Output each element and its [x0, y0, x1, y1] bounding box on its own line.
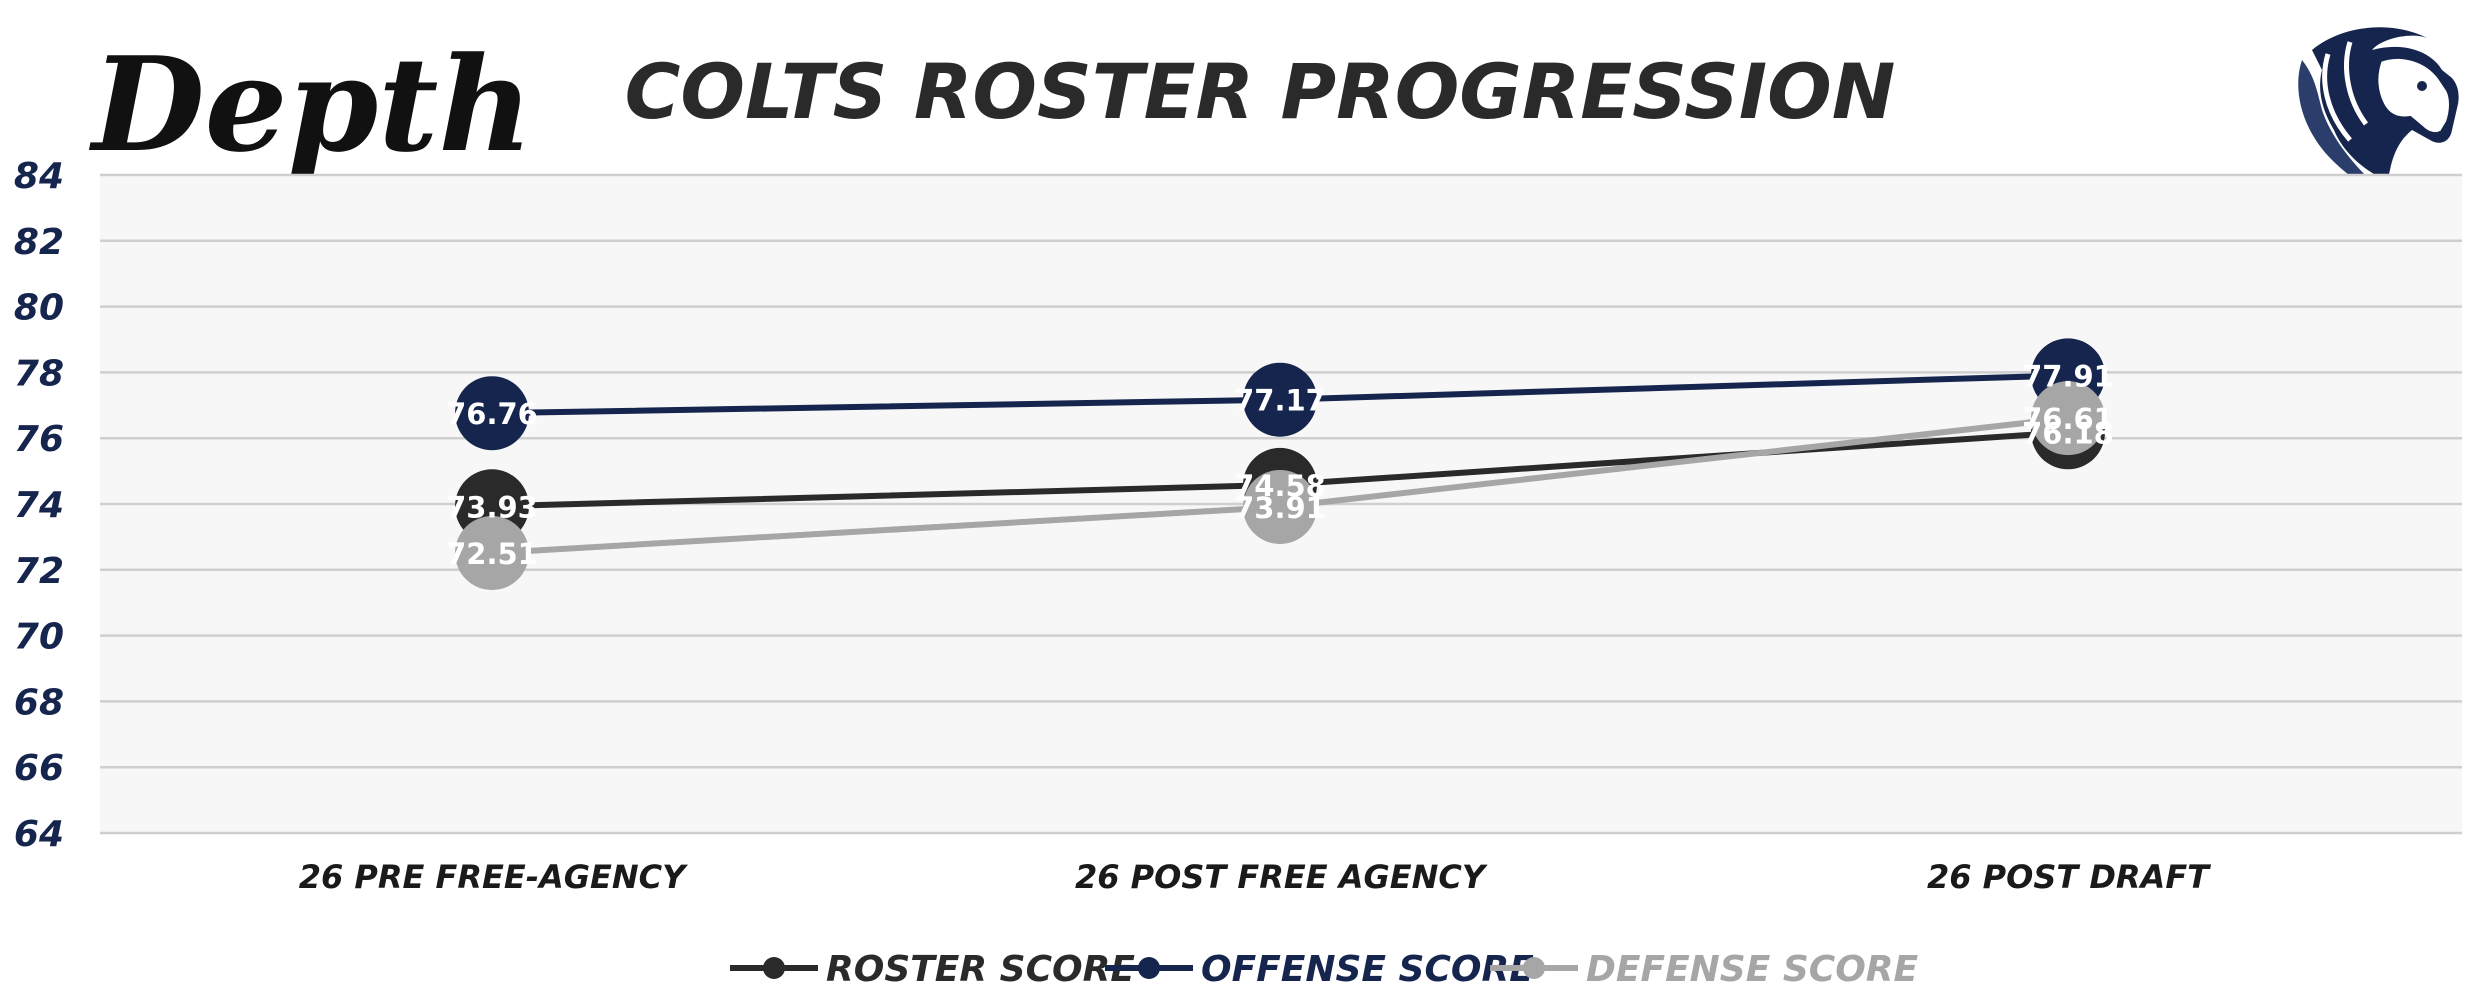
- offense-data-label: 77.17: [1234, 384, 1326, 418]
- legend-marker-swatch: [763, 957, 785, 979]
- y-tick-label: 80: [14, 288, 64, 329]
- roster-data-label: 74.58: [1234, 469, 1326, 503]
- legend-label: OFFENSE SCORE: [1201, 949, 1534, 990]
- x-category-label: 26 POST FREE AGENCY: [1075, 858, 1488, 896]
- legend-item-roster: ROSTER SCORE: [730, 949, 1135, 990]
- chart-title: COLTS ROSTER PROGRESSION: [625, 47, 1896, 136]
- offense-point: [455, 376, 529, 451]
- roster-data-label: 73.93: [446, 490, 538, 524]
- legend-label: DEFENSE SCORE: [1586, 949, 1919, 990]
- y-tick-label: 76: [14, 419, 64, 460]
- offense-point: [1243, 362, 1317, 437]
- y-tick-label: 66: [14, 748, 64, 789]
- horse-head-icon: [2298, 27, 2459, 195]
- roster-data-label: 76.18: [2022, 416, 2114, 450]
- y-tick-label: 68: [14, 682, 64, 723]
- x-axis: 26 PRE FREE-AGENCY 26 POST FREE AGENCY 26 …: [299, 858, 2211, 896]
- series-markers: [455, 338, 2105, 591]
- y-tick-label: 82: [14, 222, 64, 263]
- offense-data-label: 76.76: [446, 397, 538, 431]
- baseball-stitch-icon: [196, 18, 232, 85]
- legend-item-defense: DEFENSE SCORE: [1490, 949, 1919, 990]
- legend-item-offense: OFFENSE SCORE: [1105, 949, 1534, 990]
- defense-point: [455, 516, 529, 591]
- defense-data-label: 73.91: [1234, 491, 1326, 525]
- y-tick-label: 64: [14, 814, 64, 855]
- depth-logo-text: Depth: [88, 28, 533, 181]
- y-tick-label: 72: [14, 551, 64, 592]
- data-labels: 73.93 74.58 76.18 76.76 77.17 77.91 72.51 73.91…: [446, 359, 2114, 571]
- legend-marker-swatch: [1138, 957, 1160, 979]
- legend: ROSTER SCORE OFFENSE SCORE DEFENSE SCORE: [730, 949, 1919, 990]
- offense-data-label: 77.91: [2022, 359, 2114, 393]
- x-category-label: 26 PRE FREE-AGENCY: [299, 858, 688, 896]
- defense-data-label: 76.61: [2022, 402, 2114, 436]
- legend-label: ROSTER SCORE: [826, 949, 1135, 990]
- legend-marker-swatch: [1523, 957, 1545, 979]
- defense-point: [1243, 469, 1317, 544]
- y-tick-label: 78: [14, 353, 64, 394]
- defense-data-label: 72.51: [446, 537, 538, 571]
- y-tick-label: 74: [14, 485, 64, 526]
- depth-logo: Depth: [88, 18, 533, 181]
- defense-point: [2031, 381, 2105, 456]
- y-tick-label: 70: [14, 617, 64, 658]
- x-category-label: 26 POST DRAFT: [1927, 858, 2211, 896]
- y-axis: 84 82 80 78 76 74 72 70 68 66 64: [14, 156, 64, 855]
- y-tick-label: 84: [14, 156, 64, 197]
